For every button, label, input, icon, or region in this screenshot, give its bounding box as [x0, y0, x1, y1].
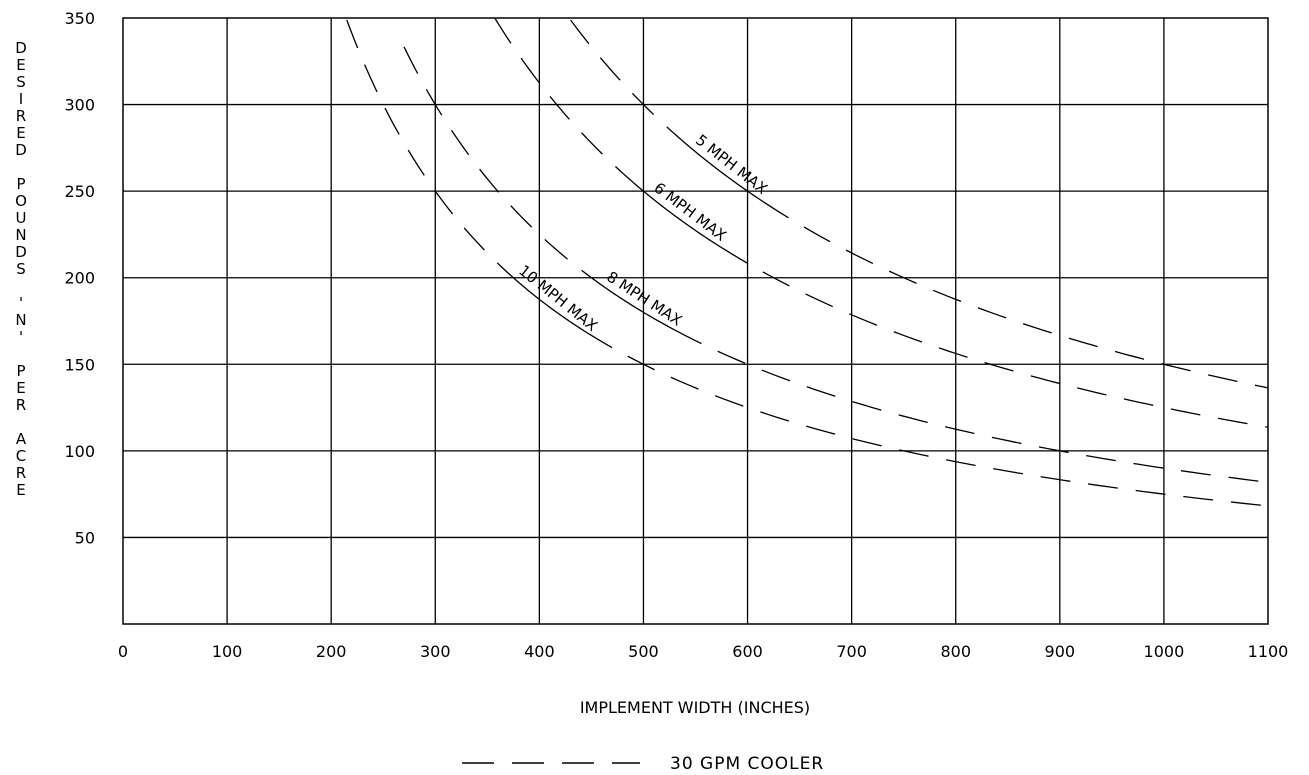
series-solid-line [585, 273, 675, 331]
y-tick-label: 200 [64, 269, 95, 288]
x-tick-label: 0 [118, 642, 128, 661]
series-dashed-line [674, 329, 1269, 483]
y-tick-label: 150 [64, 355, 95, 374]
series-10-mph-max: 10 MPH MAX [346, 19, 1269, 507]
x-tick-label: 600 [732, 642, 763, 661]
legend: 30 GPM COOLER [462, 754, 824, 774]
x-tick-label: 300 [420, 642, 451, 661]
x-tick-label: 200 [316, 642, 347, 661]
x-tick-label: 100 [212, 642, 243, 661]
series-8-mph-max: 8 MPH MAX [403, 46, 1269, 483]
x-tick-label: 800 [940, 642, 971, 661]
legend-label: 30 GPM COOLER [670, 754, 824, 774]
x-axis-label: IMPLEMENT WIDTH (INCHES) [580, 698, 810, 717]
x-tick-label: 500 [628, 642, 659, 661]
series-6-mph-max: 6 MPH MAX [494, 17, 1269, 428]
x-tick-label: 400 [524, 642, 555, 661]
series-dashed-line [762, 201, 1269, 389]
plot-frame [122, 17, 1269, 625]
series-dashed-line [721, 247, 1269, 428]
series-solid-line [497, 262, 587, 333]
y-axis-label-word: ' N ' [15, 294, 27, 346]
y-tick-label: 300 [64, 96, 95, 115]
tick-labels: 0 100 200 300 400 500 600 700 800 900 1000 1100 50 10… [64, 9, 1288, 661]
series-dashed-line [585, 331, 1269, 507]
series-label: 10 MPH MAX [515, 261, 601, 335]
y-tick-label: 350 [64, 9, 95, 28]
y-axis-label: D E S I R E D P O U N D S ' N ' P E R A C R E [10, 40, 32, 516]
x-tick-label: 1100 [1248, 642, 1289, 661]
grid [122, 17, 1269, 625]
series-dashed-line [570, 19, 676, 135]
x-tick-label: 900 [1045, 642, 1076, 661]
y-tick-label: 50 [75, 528, 95, 547]
series-dashed-line [346, 19, 499, 264]
series-label: 5 MPH MAX [692, 131, 771, 198]
series-dashed-line [403, 46, 587, 275]
series-label: 6 MPH MAX [650, 179, 729, 245]
series-dashed-line [494, 17, 634, 183]
y-tick-label: 100 [64, 442, 95, 461]
series-solid-line [674, 133, 764, 203]
series-solid-line [632, 181, 722, 249]
y-tick-label: 250 [64, 182, 95, 201]
x-tick-label: 700 [836, 642, 867, 661]
series-label: 8 MPH MAX [603, 268, 685, 330]
x-tick-label: 1000 [1144, 642, 1185, 661]
